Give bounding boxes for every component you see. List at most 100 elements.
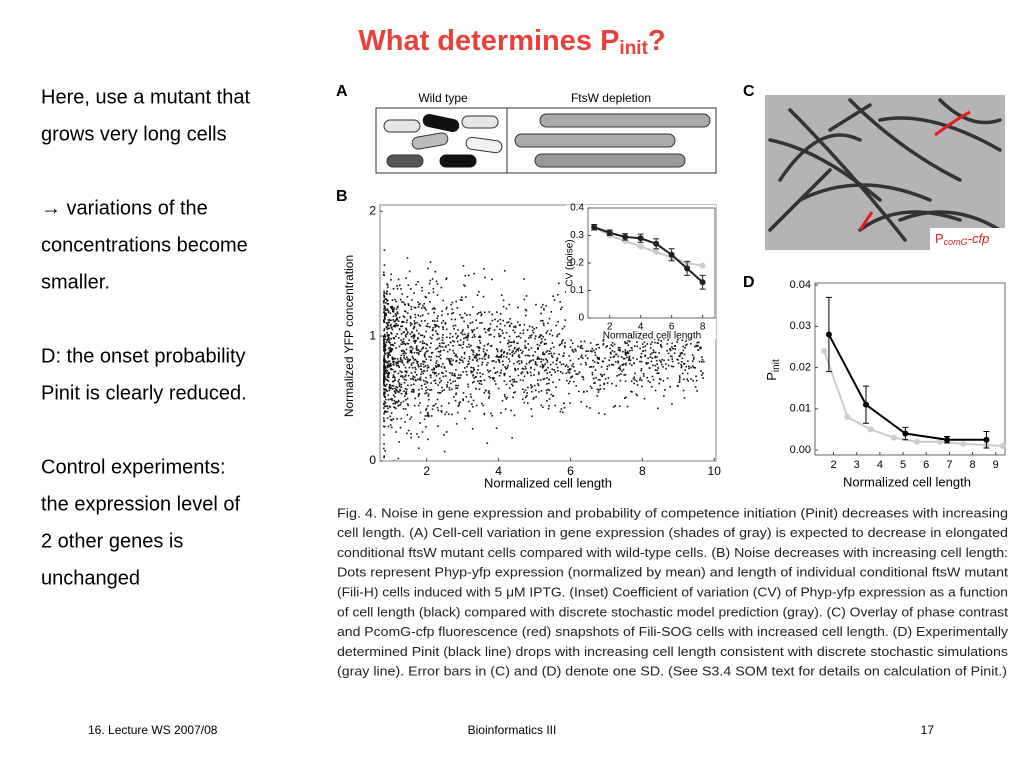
dot [552,395,555,397]
dot [388,341,390,343]
dot [465,396,468,398]
dot [404,408,407,410]
dot [543,365,545,367]
dot [534,337,536,340]
dot [441,346,444,348]
dot [647,362,649,364]
dot [462,399,464,402]
dot [601,375,603,378]
dot [607,377,610,379]
dot [405,379,407,381]
dot [402,320,405,323]
dot [598,358,600,361]
y-tick-label: 1 [369,328,376,342]
dot [384,346,386,348]
dot [448,360,451,362]
dot [526,372,529,375]
dot [413,325,416,328]
dot [413,333,415,336]
title-sub: init [619,38,648,59]
dot [432,320,434,322]
dot [455,369,457,371]
dot [650,386,653,388]
dot [386,328,388,330]
dot [524,354,527,357]
dot [463,367,466,369]
dot [435,372,437,374]
dot [394,392,397,394]
dot [405,370,408,373]
dot [655,359,658,362]
dot [403,354,406,357]
dot [466,336,469,339]
dot [517,368,519,370]
dot [421,286,423,289]
dot [552,295,554,297]
dot [389,415,392,418]
dot [436,347,439,349]
dot [445,370,447,373]
dot [597,389,600,391]
dot [488,395,491,398]
dot [397,390,399,393]
dot [503,372,505,375]
dot [690,342,692,345]
dot [614,405,617,407]
dot [412,375,414,378]
dot [412,335,414,337]
bullet-line: Here, use a mutant that [41,86,250,108]
dot [389,312,392,315]
dot [400,401,402,404]
dot [495,361,497,363]
dot [383,249,386,251]
dot [473,356,476,359]
dot [462,341,465,343]
dot [654,351,657,354]
dot [501,353,503,356]
dot [481,402,483,405]
dot [388,389,391,392]
dot [467,335,470,337]
dot [389,398,392,400]
dot [402,408,405,410]
dot [507,339,510,342]
dot [523,375,526,378]
dot [682,345,684,348]
dot [432,405,435,407]
dot [454,399,457,402]
dot [539,334,542,336]
dot [682,349,685,352]
point [637,243,644,250]
dot [443,433,445,436]
dot [394,395,396,398]
dot [695,375,697,378]
dot [694,386,697,388]
dot [386,379,388,381]
dot [427,438,429,441]
dot [427,366,430,369]
dot [389,350,391,353]
dot [417,404,420,407]
dot [506,366,509,369]
dot [602,344,605,346]
dot [467,332,470,335]
dot [438,326,440,328]
dot [454,355,457,357]
dot [410,364,413,366]
dot [387,321,389,324]
dot [421,340,424,343]
dot [680,366,683,369]
dot [400,339,402,341]
dot [659,343,662,346]
dot [589,385,592,388]
dot [513,352,516,355]
dot [478,388,481,391]
dot [525,295,528,297]
dot [671,358,674,360]
dot [468,362,470,365]
x-tick-label: 4 [877,459,883,471]
dot [463,357,466,360]
dot [512,341,515,344]
dot [388,321,390,324]
dot [409,315,412,318]
